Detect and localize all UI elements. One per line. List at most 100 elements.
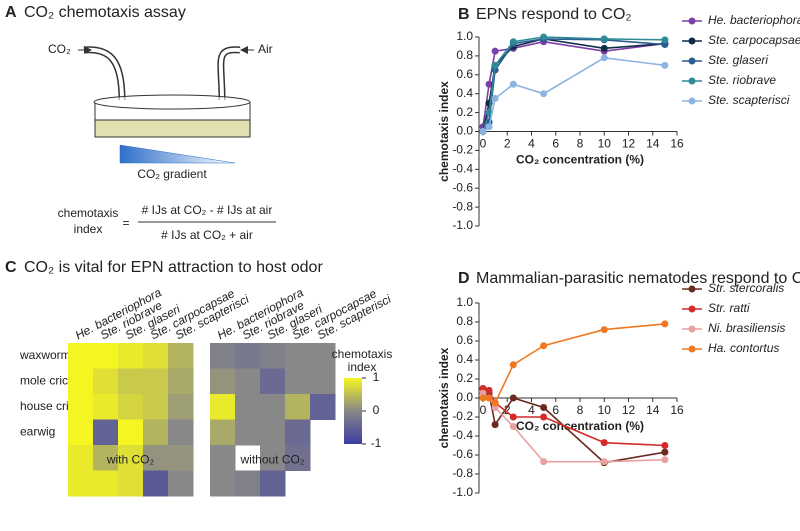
heatmap-cell (68, 470, 94, 497)
data-point (479, 128, 487, 135)
legend-label: Ste. riobrave (708, 73, 776, 87)
heatmap-cell (168, 445, 194, 471)
data-point (600, 44, 608, 52)
heatmap-cell (143, 368, 169, 395)
heatmap-cell (93, 470, 119, 497)
heatmap-cell (168, 368, 194, 395)
data-point (600, 458, 608, 466)
data-point (661, 456, 669, 464)
y-tick-label: -0.6 (452, 447, 473, 461)
heatmap-cell (168, 419, 194, 446)
heatmap-cell (210, 368, 236, 395)
heatmap-cell (143, 343, 169, 369)
legend-swatch (688, 37, 696, 45)
y-tick-label: 0.6 (456, 67, 473, 81)
heatmap-cell (68, 394, 94, 420)
gradient-label: CO₂ gradient (137, 167, 207, 181)
x-tick-label: 10 (598, 403, 612, 417)
x-tick-label: 4 (528, 137, 535, 151)
x-tick-label: 6 (552, 403, 559, 417)
legend-swatch (688, 97, 696, 105)
x-tick-label: 14 (646, 403, 660, 417)
heatmap-cell (260, 470, 286, 497)
tube (218, 47, 241, 101)
legend-label: Ste. glaseri (708, 53, 768, 67)
x-tick-label: 12 (622, 137, 636, 151)
data-point (491, 61, 499, 69)
y-tick-label: 0.8 (456, 48, 473, 62)
legend-swatch (688, 17, 696, 25)
x-tick-label: 16 (670, 403, 684, 417)
data-point (509, 38, 517, 46)
data-point (540, 90, 548, 98)
heatmap-cell (210, 394, 236, 420)
heatmap-cell (235, 368, 261, 395)
x-tick-label: 14 (646, 137, 660, 151)
outlet-label: Air (258, 42, 273, 56)
legend-label: Ste. carpocapsae (708, 33, 800, 47)
y-tick-label: -1.0 (452, 218, 473, 232)
y-tick-label: 0.2 (456, 371, 473, 385)
heatmap-cell (260, 394, 286, 420)
inlet-label: CO₂ (48, 42, 71, 56)
data-point (509, 413, 517, 421)
legend-label: Str. ratti (708, 301, 750, 315)
legend-label: He. bacteriophora (708, 13, 800, 27)
heatmap-cell (235, 419, 261, 446)
heatmap-cell (210, 419, 236, 446)
y-tick-label: 1.0 (456, 295, 473, 309)
dish-rim (93, 94, 251, 110)
heatmap-cell (168, 394, 194, 420)
data-point (661, 448, 669, 456)
legend-label: Ste. scapterisci (708, 93, 790, 107)
assay-diagram (78, 46, 276, 223)
x-tick-label: 6 (552, 137, 559, 151)
panel-title: Mammalian-parasitic nematodes respond to… (476, 270, 800, 287)
y-tick-label: -0.8 (452, 199, 473, 213)
heatmap-cell (68, 445, 94, 471)
x-tick-label: 2 (504, 137, 511, 151)
data-point (491, 94, 499, 102)
data-point (479, 394, 487, 402)
y-tick-label: -0.2 (452, 409, 473, 423)
heatmap-cell (93, 445, 119, 471)
heatmap-cell (285, 394, 311, 420)
y-tick-label: 0.4 (456, 86, 473, 100)
panel-caption: without CO₂ (239, 452, 304, 466)
heatmap-cell (68, 368, 94, 395)
x-tick-label: 8 (577, 137, 584, 151)
y-tick-label: -1.0 (452, 485, 473, 499)
series-line (482, 56, 665, 133)
panel-title: EPNs respond to CO₂ (476, 6, 632, 23)
heatmap-cell (210, 470, 236, 497)
y-tick-label: 1.0 (456, 29, 473, 43)
heatmap-cell (143, 394, 169, 420)
colorbar-title: chemotaxis (332, 347, 393, 361)
data-point (540, 404, 548, 411)
panel-letter: C (5, 259, 17, 276)
heatmap-cell (68, 419, 94, 446)
data-point (491, 47, 499, 55)
panel-title: CO₂ is vital for EPN attraction to host … (24, 259, 323, 276)
y-axis-label: chemotaxis index (437, 81, 451, 182)
data-point (485, 109, 493, 117)
heatmap-cell (118, 394, 144, 420)
data-point (491, 421, 499, 429)
y-tick-label: 0.4 (456, 352, 473, 366)
heatmap-cell (143, 419, 169, 446)
data-point (509, 80, 517, 88)
heatmap-cell (68, 343, 94, 369)
data-point (661, 442, 669, 449)
colorbar-tick-label: -1 (371, 436, 382, 450)
x-tick-label: 10 (598, 137, 612, 151)
data-point (540, 33, 548, 41)
heatmap-cell (118, 445, 144, 471)
heatmap-cell (118, 368, 144, 395)
heatmap-cell (93, 343, 119, 369)
heatmap-cell (260, 343, 286, 369)
heatmap-cell (210, 445, 236, 471)
data-point (661, 320, 669, 328)
heatmap-cell (93, 368, 119, 395)
data-point (491, 399, 499, 407)
